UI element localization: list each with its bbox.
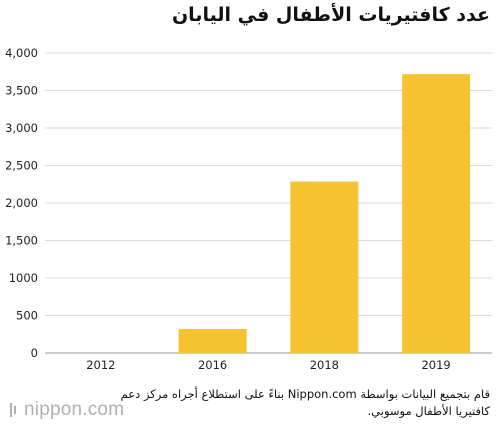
bars [178,74,471,354]
x-tick-label: 2012 [86,358,115,372]
y-tick-label: 1,500 [5,234,38,248]
y-tick-label: 0 [31,346,38,360]
y-tick-label: 4,000 [5,46,38,60]
y-tick-label: 500 [16,309,38,323]
bar-2016 [178,329,247,353]
x-tick-label: 2018 [310,358,339,372]
x-axis-tick-labels: 2012 2016 2018 2019 [86,358,451,372]
nippon-logo: nippon.com [10,399,124,421]
bar-2018 [290,181,359,353]
y-tick-label: 3,000 [5,121,38,135]
x-tick-label: 2019 [421,358,450,372]
y-axis-tick-labels: 0 500 1000 1,500 2,000 2,500 3,000 3,500 4,000 [5,46,38,360]
source-footnote: قام بتجميع البيانات بواسطة Nippon.com بن… [120,387,490,418]
bar-chart: 0 500 1000 1,500 2,000 2,500 3,000 3,500 4,000 2… [5,46,492,372]
y-tick-label: 2,000 [5,196,38,210]
logo-text: nippon.com [24,399,125,420]
chart-title: عدد كافتيريات الأطفال في اليابان [171,4,490,26]
y-tick-label: 2,500 [5,159,38,173]
y-tick-label: 3,500 [5,84,38,98]
y-tick-label: 1000 [9,271,38,285]
logo-mark-icon [10,403,16,417]
bar-2019 [402,74,471,354]
x-tick-label: 2016 [198,358,227,372]
